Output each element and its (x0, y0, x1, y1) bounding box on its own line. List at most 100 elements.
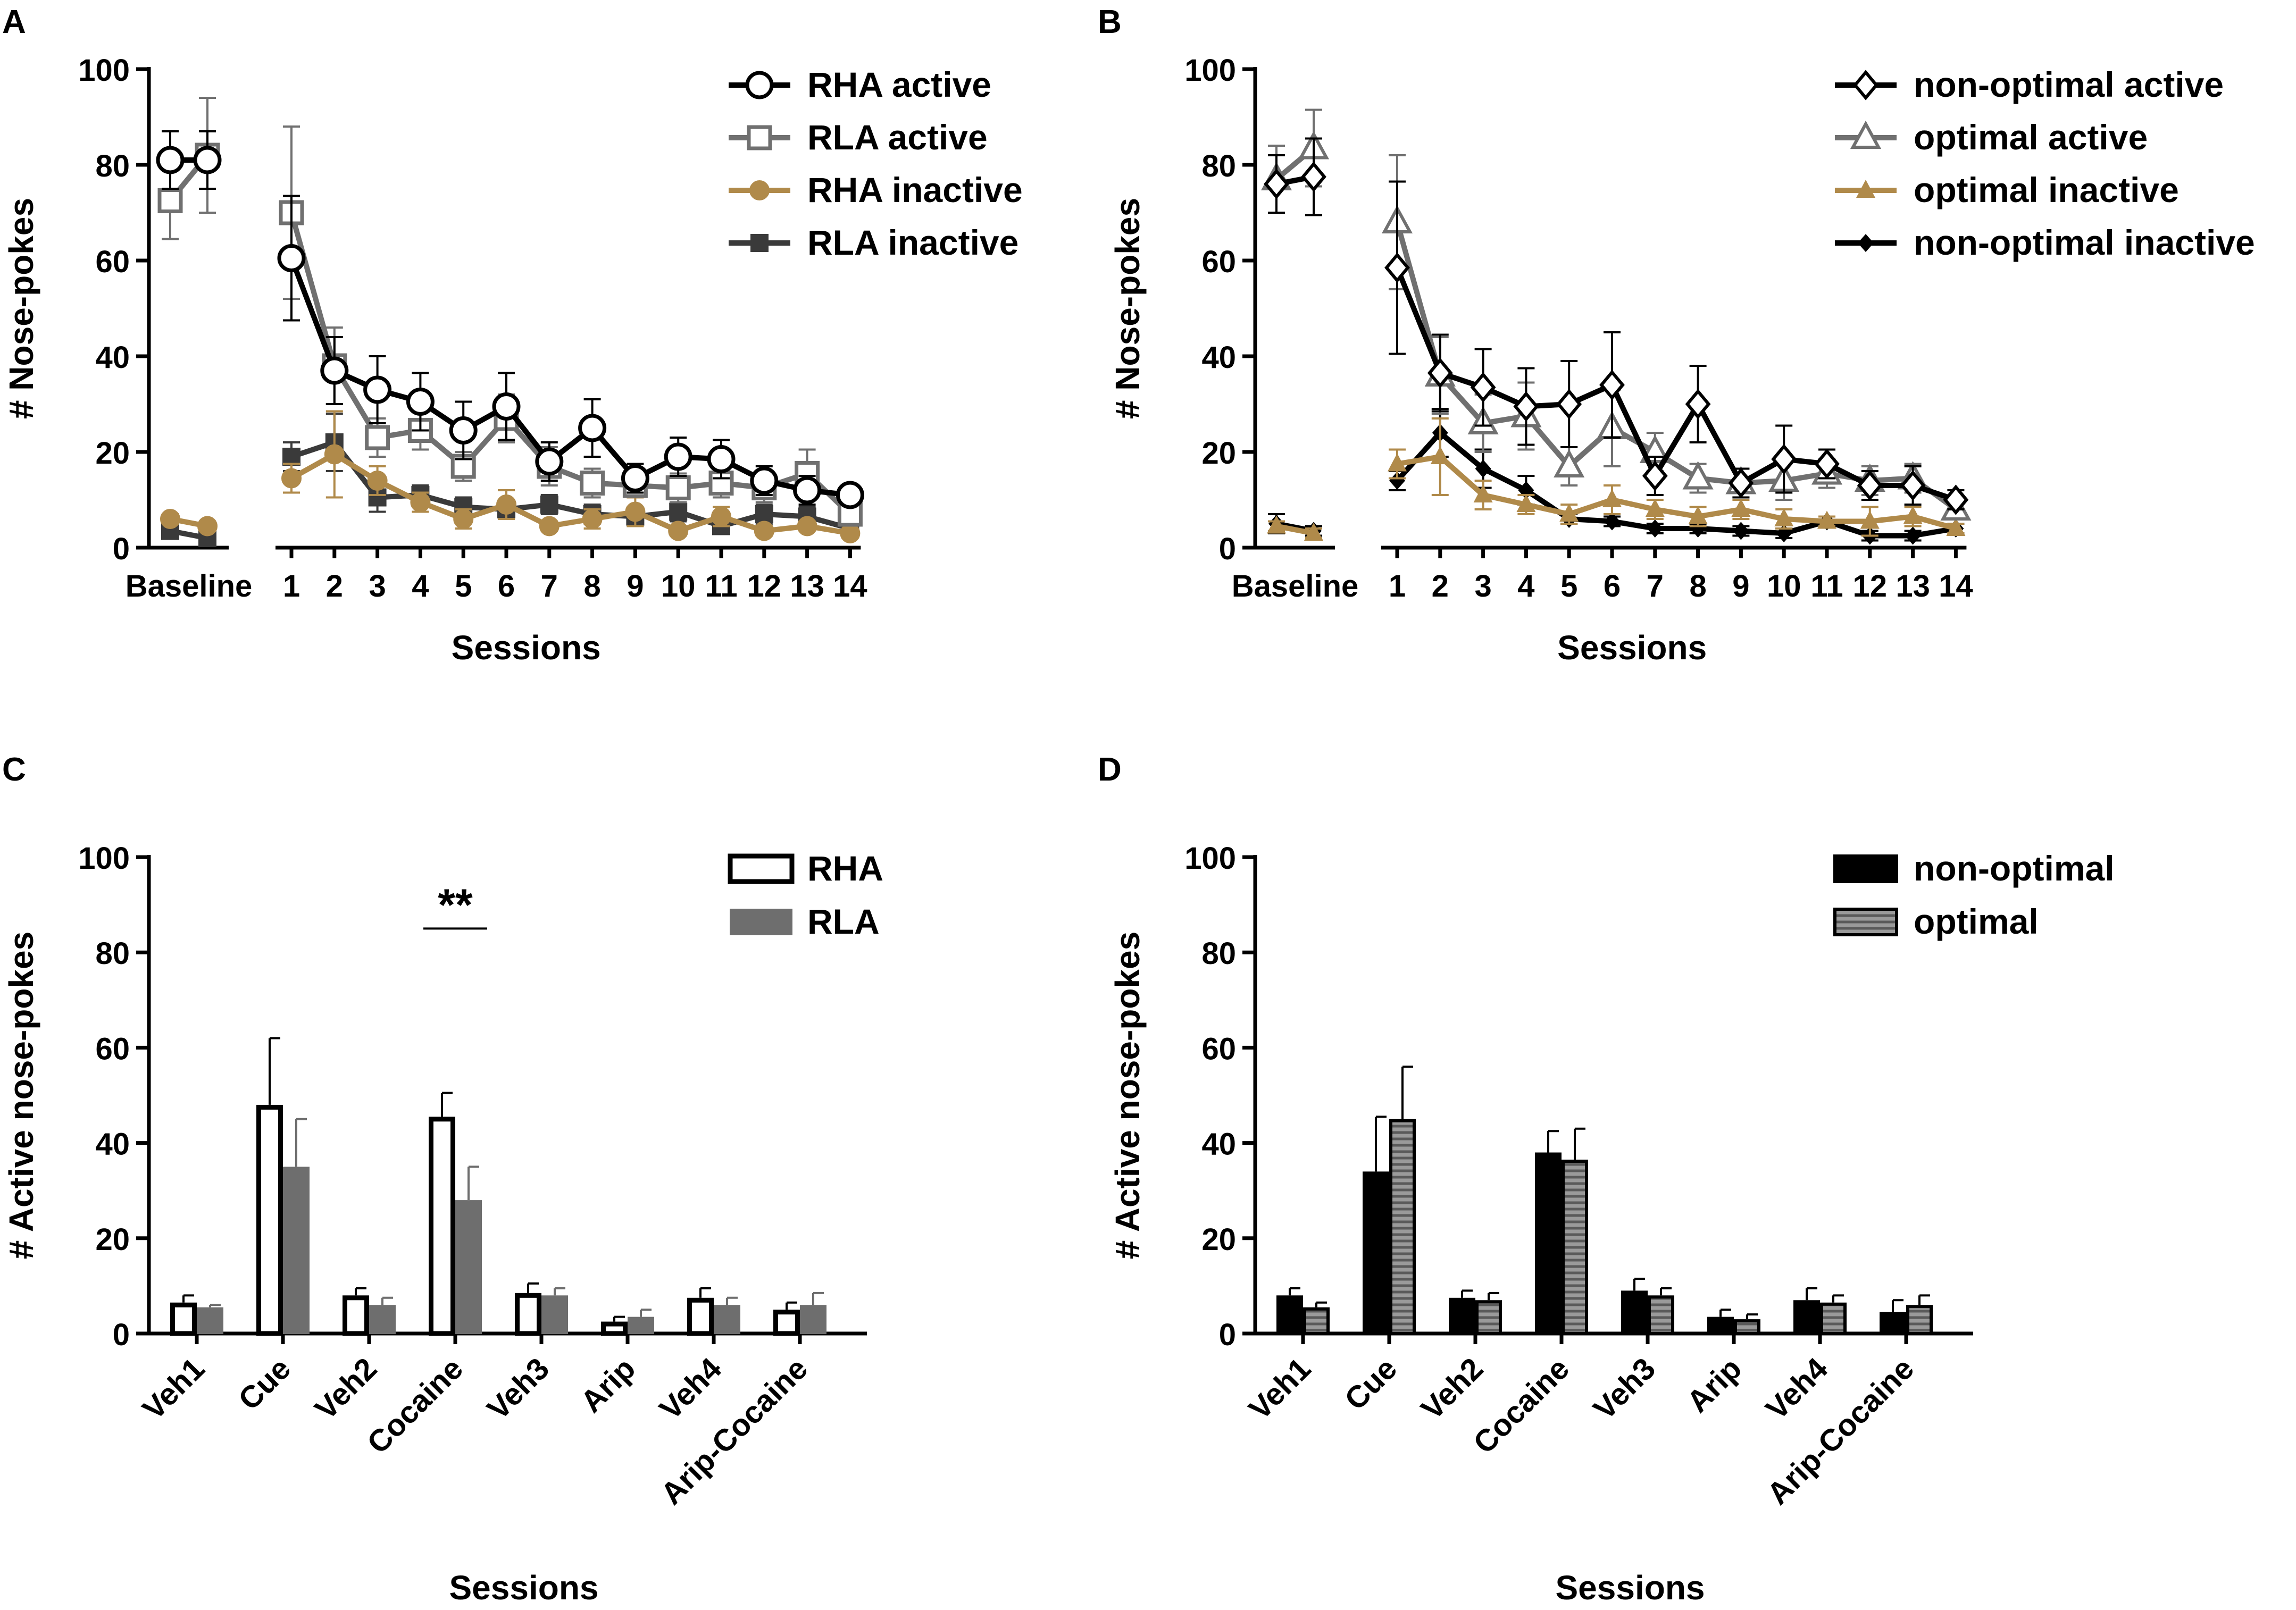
legend-label: RLA inactive (807, 223, 1018, 262)
y-tick-label: 60 (95, 1032, 130, 1066)
y-tick-label: 100 (1184, 53, 1236, 88)
bar-RHA (515, 1293, 541, 1336)
y-tick-label: 60 (1201, 1032, 1236, 1066)
data-point (1682, 461, 1714, 490)
y-tick-label: 20 (95, 436, 130, 471)
significance-marker: ** (438, 879, 473, 929)
x-tick-label: 12 (747, 569, 782, 603)
series-RLA-active (157, 97, 863, 527)
x-tick-label: 3 (369, 569, 386, 603)
data-point (668, 521, 689, 541)
bar-RLA (283, 1167, 310, 1334)
data-point (281, 468, 302, 489)
bar-RLA (455, 1200, 482, 1335)
data-point (410, 492, 431, 513)
legend-marker (1858, 234, 1874, 252)
legend-label: RHA (807, 849, 883, 888)
bar-RLA (197, 1307, 223, 1334)
x-tick-label: 7 (1647, 569, 1664, 603)
x-tick-label: Cue (1338, 1351, 1404, 1416)
data-point (1860, 510, 1880, 529)
x-axis-title: Sessions (1557, 628, 1707, 667)
data-point (1645, 499, 1665, 517)
x-tick-label: 8 (583, 569, 600, 603)
y-tick-label: 40 (1201, 340, 1236, 375)
data-point (1559, 504, 1579, 522)
data-point (1943, 484, 1969, 515)
data-point (1304, 523, 1323, 541)
x-tick-label: 7 (541, 569, 558, 603)
y-axis-title: # Active nose-pokes (2, 932, 40, 1260)
legend-label: RLA active (807, 118, 988, 157)
x-tick-label: 9 (627, 569, 644, 603)
y-tick-label: 0 (113, 532, 130, 566)
x-tick-label: 4 (1517, 569, 1534, 603)
data-point (1516, 494, 1536, 512)
x-tick-label: Veh4 (653, 1351, 728, 1427)
data-point (621, 464, 649, 492)
legend-label: RHA inactive (807, 170, 1023, 209)
x-tick-label: 8 (1689, 569, 1706, 603)
data-point (1733, 522, 1749, 540)
x-tick-label: 5 (1560, 569, 1577, 603)
x-tick-label: Cocaine (361, 1351, 470, 1461)
x-tick-label: Arip-Cocaine (654, 1351, 814, 1511)
bar-optimal (1820, 1302, 1847, 1336)
legend-label: optimal active (1914, 118, 2148, 157)
x-tick-label: 14 (1939, 569, 1973, 603)
y-tick-label: 100 (78, 841, 130, 876)
data-point (1513, 391, 1539, 422)
data-point (1731, 499, 1751, 517)
bar-non-optimal (1535, 1152, 1562, 1336)
data-point (707, 445, 736, 473)
legend-label: non-optimal inactive (1914, 223, 2255, 262)
data-point (578, 414, 607, 442)
data-point (1642, 460, 1668, 491)
data-point (1264, 169, 1289, 199)
series-line (1395, 430, 1957, 539)
bar-optimal (1648, 1295, 1674, 1336)
data-point (664, 442, 692, 471)
data-point (160, 509, 180, 529)
x-tick-label: 5 (455, 569, 472, 603)
x-tick-label: 10 (1767, 569, 1801, 603)
data-point (582, 509, 603, 529)
x-tick-label: Cue (232, 1351, 297, 1416)
y-tick-label: 60 (95, 245, 130, 279)
legend-marker (747, 125, 772, 150)
x-tick-label: Veh1 (136, 1351, 211, 1427)
bar-non-optimal (1621, 1290, 1648, 1336)
x-tick-label: Veh4 (1759, 1351, 1834, 1427)
bar-RHA (773, 1310, 800, 1336)
x-axis-title: Sessions (452, 628, 601, 667)
x-tick-label: 1 (1389, 569, 1406, 603)
data-point (754, 521, 774, 541)
panel-letter: C (2, 751, 26, 788)
legend-swatch (730, 909, 792, 935)
data-point (625, 501, 646, 522)
data-point (1814, 448, 1840, 480)
y-tick-label: 20 (1201, 1222, 1236, 1257)
x-tick-label-baseline: Baseline (126, 569, 253, 603)
data-point (1647, 519, 1663, 538)
x-tick-label: 2 (1432, 569, 1449, 603)
legend-label: non-optimal active (1914, 65, 2224, 104)
x-tick-label: 11 (1810, 569, 1843, 603)
series-non-optimal-active (1264, 137, 1969, 515)
series-optimal-active (1260, 108, 1972, 521)
data-point (193, 146, 222, 174)
data-point (755, 505, 773, 523)
bar-optimal (1906, 1305, 1933, 1335)
data-point (1602, 489, 1622, 507)
y-tick-label: 80 (95, 149, 130, 183)
legend-marker (1850, 120, 1882, 149)
x-tick-label: 13 (1896, 569, 1930, 603)
bar-RHA (256, 1104, 283, 1336)
y-tick-label: 80 (95, 936, 130, 971)
bar-RHA (429, 1117, 455, 1336)
data-point (1728, 467, 1754, 499)
x-tick-label: 2 (326, 569, 343, 603)
bar-RHA (687, 1297, 714, 1336)
